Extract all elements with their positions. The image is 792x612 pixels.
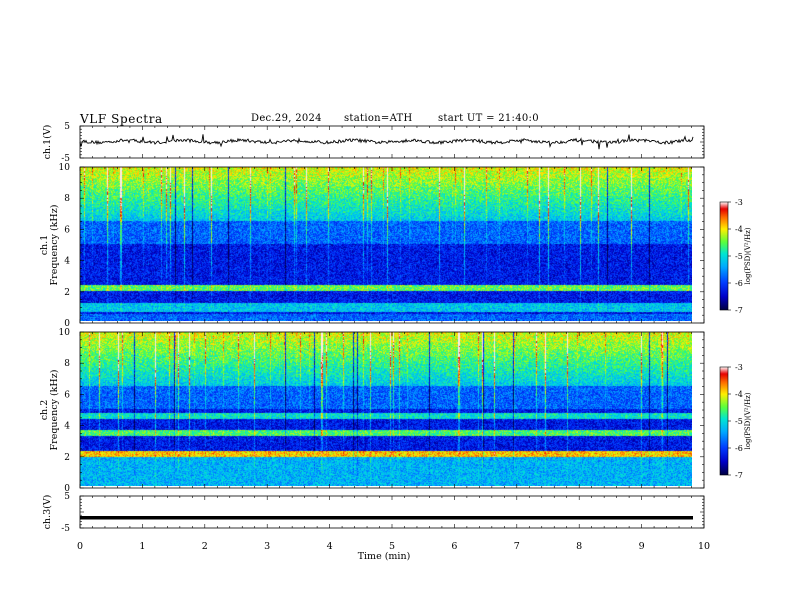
x-axis-label: Time (min) [358,551,411,562]
x-tick-label: 9 [639,541,645,552]
y-axis-label: Frequency (kHz) [49,370,60,451]
x-tick-label: 6 [451,541,457,552]
x-tick-label: 0 [77,541,83,552]
y-axis-label: ch.3(V) [42,495,53,530]
y-tick-label: 0 [64,484,70,494]
y-tick-label: 6 [64,390,70,400]
y-tick-label: 2 [64,288,70,298]
x-tick-label: 4 [327,541,333,552]
y-axis-label: ch.2 [39,400,50,421]
colorbar-tick-label: -6 [735,279,743,288]
y-tick-label: 5 [64,122,70,132]
y-tick-label: 8 [64,359,70,369]
y-tick-label: 5 [64,492,70,502]
colorbar-frame [719,366,729,476]
ch1-colorbar [720,202,728,310]
x-tick-label: 7 [514,541,520,552]
panel-frame [79,166,705,324]
x-tick-label: 2 [202,541,208,552]
colorbar-tick-label: -3 [735,363,743,372]
colorbar-tick-label: -5 [735,252,743,261]
y-tick-label: 8 [64,194,70,204]
y-tick-label: -5 [61,154,70,164]
y-tick-label: 4 [64,422,70,432]
x-tick-label: 3 [264,541,270,552]
y-tick-label: 4 [64,257,70,267]
panel-frame [79,331,705,489]
ch1-spectrogram [80,167,692,321]
colorbar-tick-label: -3 [735,198,743,207]
y-axis-label: ch.1(V) [42,125,53,160]
date-label: Dec.29, 2024 [251,113,322,124]
y-tick-label: 2 [64,453,70,463]
ch2-colorbar [720,367,728,475]
colorbar-tick-label: -7 [735,471,743,480]
ch2-spectrogram [80,332,692,486]
panel-frame [79,495,705,529]
y-axis-label: ch.1 [39,235,50,256]
colorbar-tick-label: -5 [735,417,743,426]
station-label: station=ATH [344,113,413,124]
y-tick-label: -5 [61,524,70,534]
x-tick-label: 8 [576,541,582,552]
colorbar-tick-label: -7 [735,306,743,315]
y-tick-label: 6 [64,225,70,235]
colorbar-tick-label: -4 [735,225,743,234]
ch1-waveform [79,134,694,150]
colorbar-label: log(PSD)(V²/Hz) [744,392,752,449]
plot-title: VLF Spectra [80,112,163,126]
colorbar-tick-label: -4 [735,390,743,399]
y-tick-label: 10 [59,328,71,338]
y-tick-label: 0 [64,319,70,329]
x-tick-label: 1 [139,541,145,552]
start-ut-label: start UT = 21:40:0 [438,113,539,124]
y-axis-label: Frequency (kHz) [49,205,60,286]
colorbar-label: log(PSD)(V²/Hz) [744,227,752,284]
colorbar-frame [719,201,729,311]
colorbar-tick-label: -6 [735,444,743,453]
y-tick-label: 10 [59,163,71,173]
x-tick-label: 5 [389,541,395,552]
x-tick-label: 10 [698,541,710,552]
